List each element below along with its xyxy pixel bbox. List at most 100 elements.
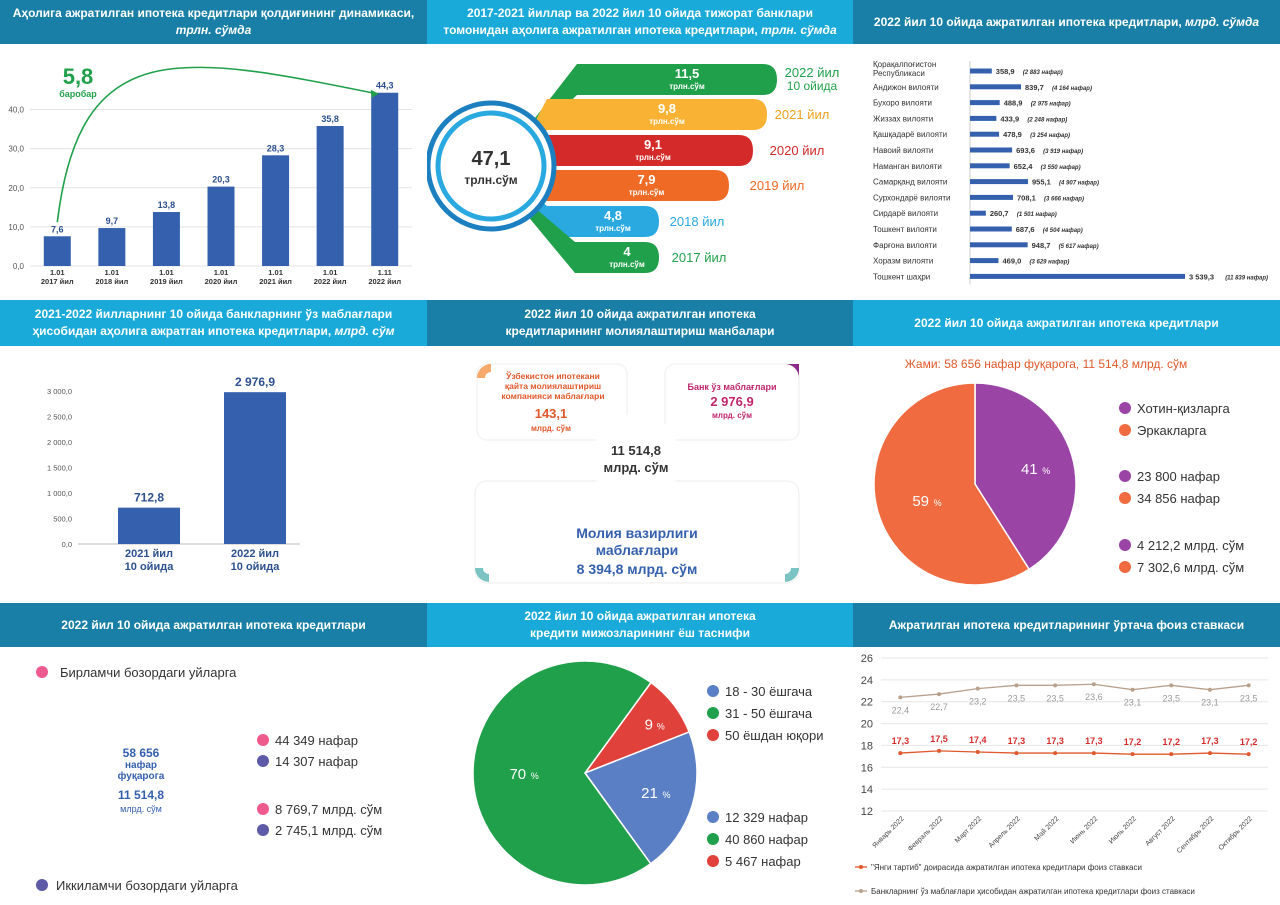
pie-slice: [472, 660, 653, 886]
x-tick-label: 2022 йил: [314, 277, 347, 286]
category-label: Сурхондарё вилояти: [873, 193, 950, 202]
slice-percent: %: [657, 722, 665, 732]
panel-header: 2021-2022 йилларнинг 10 ойида банкларнин…: [0, 300, 427, 346]
donut-hole: [591, 414, 681, 504]
total-unit: трлн.сўм: [464, 173, 517, 187]
panel-title: 2017-2021 йиллар ва 2022 йил 10 ойида ти…: [443, 6, 813, 37]
series-name: 10 ойида: [787, 79, 838, 93]
data-label: 23,1: [1124, 698, 1142, 708]
source-value: 143,1: [535, 406, 568, 421]
donut-funding: 11 514,8 млрд. сўм Ўзбекистон ипотеканиқай…: [474, 363, 800, 584]
source-unit: млрд. сўм: [712, 411, 752, 420]
series-name: 2022 йил: [785, 65, 840, 80]
panel-unit: трлн. сўмда: [175, 23, 252, 37]
legend-text: 31 - 50 ёшгача: [725, 706, 813, 721]
data-point: [1169, 683, 1174, 688]
count-label: (2 975 нафар): [1031, 101, 1071, 108]
bar: [371, 92, 399, 266]
data-label: 712,8: [134, 491, 164, 505]
data-label: 20,3: [212, 175, 230, 185]
panel-title: Аҳолига ажратилган ипотека кредитлари қо…: [12, 6, 415, 20]
data-label: 22,7: [930, 702, 948, 712]
category-label: Бухоро вилояти: [873, 99, 932, 108]
y-tick-label: 24: [861, 675, 873, 687]
data-point: [975, 749, 980, 754]
arrow-head: [370, 89, 379, 98]
slice-label: 21: [641, 785, 658, 802]
data-label: 17,3: [1008, 736, 1026, 746]
panel-title: Ажратилган ипотека кредитларининг ўртача…: [888, 617, 1245, 632]
legend-marker: [707, 811, 719, 823]
count-label: (3 629 нафар): [1029, 259, 1069, 266]
info-card: [476, 363, 628, 441]
bar: [970, 147, 1013, 153]
count-label: (4 504 нафар): [1043, 227, 1083, 234]
panel-title: 2022 йил 10 ойида ажратилган ипотека кре…: [914, 315, 1219, 330]
legend-marker: [1119, 539, 1131, 551]
x-tick-label: 1.01: [323, 268, 338, 277]
legend-text: 14 307 нафар: [275, 754, 358, 769]
card-corner: [475, 568, 489, 582]
x-tick-label: 1.01: [50, 268, 65, 277]
data-label: 9,7: [106, 216, 119, 226]
legend-text: 34 856 нафар: [1137, 491, 1220, 506]
segment-unit: трлн.сўм: [669, 82, 705, 91]
y-tick-label: 500,0: [53, 515, 72, 524]
center-value: 11 514,8: [611, 443, 661, 458]
count-label: (3 254 нафар): [1030, 132, 1070, 139]
legend-marker: [257, 734, 269, 746]
x-tick-label: Февраль 2022: [907, 815, 945, 853]
data-point: [1091, 682, 1096, 687]
info-card: [664, 363, 800, 441]
x-tick-label: Июнь 2022: [1069, 815, 1099, 845]
bar: [970, 131, 1000, 137]
legend-marker: [1119, 402, 1131, 414]
y-tick-label: 12: [861, 806, 873, 818]
legend-text: 8 769,7 млрд. сўм: [275, 802, 382, 817]
count-label: (3 666 нафар): [1044, 195, 1084, 202]
data-label: 22,4: [892, 705, 910, 715]
bar: [970, 258, 999, 264]
segment-value: 4,8: [604, 208, 622, 223]
chart-subtitle: Жами: 58 656 нафар фуқарога, 11 514,8 мл…: [905, 357, 1188, 371]
total-ring-inner: [435, 110, 547, 222]
segment-label: 24: [210, 768, 227, 785]
data-label: 23,1: [1201, 698, 1219, 708]
source-name: компанияси маблағлари: [501, 391, 604, 401]
x-tick-label: Май 2022: [1033, 815, 1061, 843]
data-label: 488,9: [1004, 99, 1023, 108]
source-name: маблағлари: [596, 542, 679, 558]
legend-text: 2 745,1 млрд. сўм: [275, 823, 382, 838]
center-text: 58 656: [123, 746, 160, 760]
panel-funding-sources: 2022 йил 10 ойида ажратилган ипотека кре…: [427, 300, 853, 603]
x-tick-label: 2017 йил: [41, 277, 74, 286]
panel-header: 2022 йил 10 ойида ажратилган ипотека кре…: [853, 0, 1280, 44]
source-name: Молия вазирлиги: [576, 525, 698, 541]
x-tick-label: Январь 2022: [871, 815, 905, 849]
data-label: 23,5: [1046, 693, 1064, 703]
data-label: 260,7: [990, 209, 1009, 218]
data-point: [1053, 751, 1058, 756]
y-tick-label: 20: [861, 719, 873, 731]
center-text: млрд. сўм: [120, 804, 162, 814]
legend-marker: [36, 666, 48, 678]
legend-text: 7 302,6 млрд. сўм: [1137, 560, 1244, 575]
series-name: 2017 йил: [672, 250, 727, 265]
x-tick-label: 1.01: [159, 268, 174, 277]
legend-text: 5 467 нафар: [725, 854, 801, 869]
bar: [970, 242, 1028, 248]
category-label: Республикаси: [873, 69, 925, 78]
data-label: 17,3: [892, 736, 910, 746]
x-tick-label: 1.01: [105, 268, 120, 277]
card-corner: [785, 364, 799, 378]
panel-header: 2022 йил 10 ойида ажратилган ипотека кре…: [427, 300, 853, 346]
data-label: 28,3: [267, 143, 285, 153]
data-point: [898, 695, 903, 700]
legend-marker: [257, 803, 269, 815]
pie-age: 9 % 21 % 70 % 18 - 30 ёшгача 12 329 нафар 31 - 5…: [472, 660, 824, 886]
segment-unit: трлн.сўм: [609, 260, 645, 269]
y-tick-label: 26: [861, 653, 873, 665]
x-tick-label: 1.01: [268, 268, 283, 277]
count-label: (5 617 нафар): [1059, 243, 1099, 250]
